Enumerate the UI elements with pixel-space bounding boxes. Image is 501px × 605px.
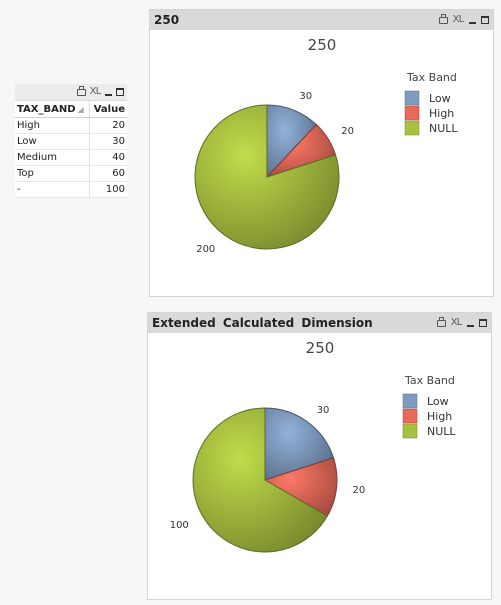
pie-slice-null[interactable] xyxy=(192,407,329,553)
chart-box-extended-calculated-dimension: Extended Calculated Dimension XL 250 30 20… xyxy=(147,312,492,600)
xl-export-icon[interactable]: XL xyxy=(89,86,102,97)
legend-label[interactable]: Low xyxy=(429,92,451,105)
table-row[interactable]: - 100 xyxy=(15,181,127,198)
pie-slice-null[interactable] xyxy=(194,104,340,250)
pie-data-label: 30 xyxy=(317,405,330,416)
print-icon[interactable] xyxy=(76,85,86,96)
legend-swatch[interactable] xyxy=(404,90,420,106)
legend-swatch[interactable] xyxy=(404,105,420,121)
legend-title: Tax Band xyxy=(404,374,455,387)
pie-chart[interactable]: 250 30 20 100 Tax Band Low High NULL xyxy=(148,333,491,599)
maximize-icon[interactable] xyxy=(479,319,487,327)
table-header-row: TAX_BAND ◢ Value xyxy=(15,101,127,118)
legend-title: Tax Band xyxy=(406,71,457,84)
table-row[interactable]: Top 60 xyxy=(15,165,127,182)
table-row[interactable]: Low 30 xyxy=(15,133,127,150)
cell-tax-band: Low xyxy=(15,133,90,150)
chart-caption-bar[interactable]: 250 XL xyxy=(150,10,493,30)
legend-label[interactable]: Low xyxy=(427,395,449,408)
column-header-tax-band[interactable]: TAX_BAND ◢ xyxy=(15,101,90,118)
table-row[interactable]: High 20 xyxy=(15,117,127,134)
cell-tax-band: Top xyxy=(15,165,90,182)
pie-data-label: 30 xyxy=(299,91,312,102)
chart-title: 250 xyxy=(308,36,337,54)
pie-slice-high[interactable] xyxy=(263,457,338,517)
legend-swatch[interactable] xyxy=(402,408,418,424)
pie-data-label: 20 xyxy=(341,126,354,137)
cell-tax-band: Medium xyxy=(15,149,90,166)
maximize-icon[interactable] xyxy=(116,88,124,96)
chart-caption-bar[interactable]: Extended Calculated Dimension XL xyxy=(148,313,491,333)
chart-box-250: 250 XL 250 30 20 200 Tax Band Low High NULL xyxy=(149,9,494,297)
cell-tax-band: - xyxy=(15,181,90,198)
xl-export-icon[interactable]: XL xyxy=(452,14,465,25)
pie-data-label: 100 xyxy=(170,520,189,531)
sort-icon[interactable]: ◢ xyxy=(77,104,84,114)
print-icon[interactable] xyxy=(436,316,446,327)
column-header-value[interactable]: Value xyxy=(89,101,127,118)
pie-data-label: 200 xyxy=(196,244,215,255)
cell-value: 30 xyxy=(89,133,127,150)
chart-caption-title: Extended Calculated Dimension xyxy=(152,316,373,330)
minimize-icon[interactable] xyxy=(105,93,112,96)
legend-swatch[interactable] xyxy=(404,120,420,136)
chart-caption-title: 250 xyxy=(154,13,180,27)
tax-band-table: TAX_BAND ◢ Value High 20 Low 30 Medium 40… xyxy=(15,101,127,198)
minimize-icon[interactable] xyxy=(467,324,474,327)
cell-value: 20 xyxy=(89,117,127,134)
cell-tax-band: High xyxy=(15,117,90,134)
pie-data-label: 20 xyxy=(353,485,366,496)
minimize-icon[interactable] xyxy=(469,21,476,24)
legend-label[interactable]: High xyxy=(429,107,454,120)
legend-swatch[interactable] xyxy=(402,393,418,409)
legend-label[interactable]: NULL xyxy=(429,122,458,135)
chart-title: 250 xyxy=(306,339,335,357)
pie-slice-low[interactable] xyxy=(264,407,335,481)
print-icon[interactable] xyxy=(438,13,448,24)
cell-value: 60 xyxy=(89,165,127,182)
tax-band-table-box: XL TAX_BAND ◢ Value High 20 Low 30 Medium… xyxy=(15,84,127,198)
xl-export-icon[interactable]: XL xyxy=(450,317,463,328)
cell-value: 40 xyxy=(89,149,127,166)
table-row[interactable]: Medium 40 xyxy=(15,149,127,166)
legend-label[interactable]: High xyxy=(427,410,452,423)
cell-value: 100 xyxy=(89,181,127,198)
table-caption-bar: XL xyxy=(15,84,127,101)
pie-chart[interactable]: 250 30 20 200 Tax Band Low High NULL xyxy=(150,30,493,296)
legend-label[interactable]: NULL xyxy=(427,425,456,438)
legend-swatch[interactable] xyxy=(402,423,418,439)
maximize-icon[interactable] xyxy=(481,16,489,24)
